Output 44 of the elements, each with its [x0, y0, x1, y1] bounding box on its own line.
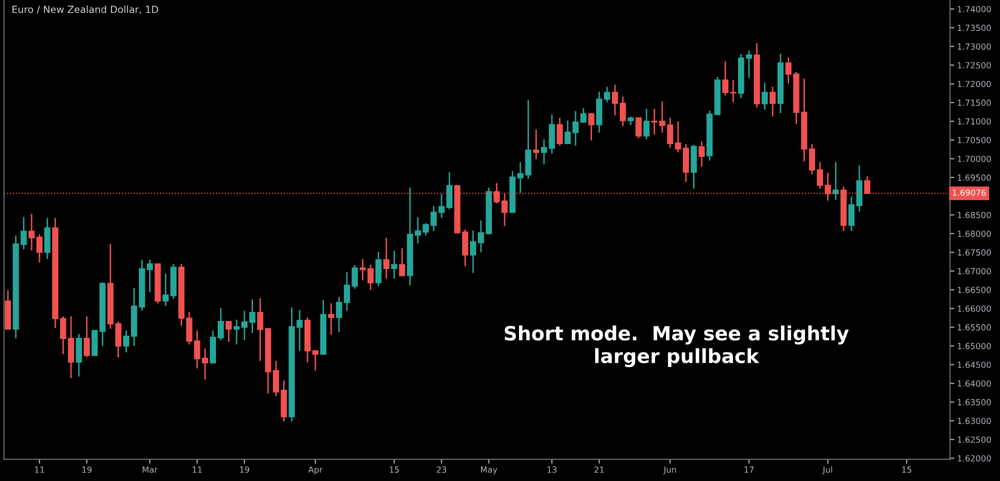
x-tick-label: 23	[436, 466, 446, 473]
x-tick-label: Mar	[142, 466, 158, 473]
y-tick-label: 1.73500	[958, 24, 991, 31]
x-tick-label: May	[481, 466, 498, 474]
x-tick-label: 15	[390, 466, 399, 473]
x-tick-label: 11	[35, 466, 44, 473]
y-tick-label: 1.66500	[958, 286, 991, 294]
y-tick-label: 1.71500	[958, 100, 991, 106]
y-tick-label: 1.64500	[958, 362, 991, 368]
y-tick-label: 1.71000	[958, 118, 991, 125]
y-tick-label: 1.74000	[958, 6, 991, 12]
y-tick-label: 1.62500	[958, 436, 991, 443]
y-tick-label: 1.70500	[958, 136, 991, 144]
candlestick	[202, 348, 208, 380]
y-tick-label: 1.67500	[958, 249, 991, 256]
text: Euro / New Zealand Dollar, 1D	[12, 6, 158, 14]
y-tick-label: 1.69500	[958, 174, 991, 181]
x-tick-label: 19	[240, 466, 250, 473]
x-tick-label: 11	[192, 466, 202, 473]
x-tick-label: 15	[902, 466, 912, 473]
y-tick-label: 1.64000	[958, 380, 991, 387]
ref-line-label: 1.69076	[952, 189, 986, 196]
x-tick-label: 21	[594, 466, 604, 473]
y-tick-label: 1.68500	[958, 212, 991, 218]
y-tick-label: 1.63500	[958, 399, 991, 406]
y-tick-label: 1.73000	[958, 43, 991, 50]
x-tick-label: Apr	[308, 466, 323, 474]
x-tick-label: 19	[82, 466, 92, 473]
y-tick-label: 1.72000	[958, 80, 991, 88]
y-tick-label: 1.72500	[958, 62, 991, 68]
y-tick-label: 1.65500	[958, 324, 991, 330]
x-tick-label: Jun	[663, 466, 676, 474]
y-tick-label: 1.65000	[958, 342, 991, 350]
y-tick-label: 1.62000	[958, 455, 991, 462]
y-tick-label: 1.67000	[958, 268, 991, 274]
x-tick-label: Jul	[822, 466, 832, 474]
y-tick-label: 1.68000	[958, 230, 991, 237]
y-tick-label: 1.66000	[958, 305, 991, 312]
annotation: Short mode. May see a slightly larger pullback	[504, 326, 849, 368]
y-tick-label: 1.70000	[958, 156, 991, 162]
x-tick-label: 17	[744, 466, 754, 473]
x-tick-label: 13	[548, 466, 557, 473]
y-tick-label: 1.63000	[958, 418, 991, 424]
candlestick	[92, 330, 98, 356]
